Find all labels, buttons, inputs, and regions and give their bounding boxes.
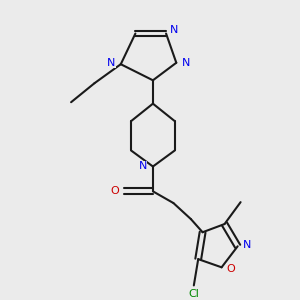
Text: O: O [226, 264, 235, 274]
Text: N: N [139, 161, 147, 172]
Text: Cl: Cl [188, 289, 199, 298]
Text: O: O [110, 186, 119, 196]
Text: N: N [170, 25, 178, 35]
Text: N: N [182, 58, 190, 68]
Text: N: N [107, 58, 116, 68]
Text: N: N [243, 240, 251, 250]
